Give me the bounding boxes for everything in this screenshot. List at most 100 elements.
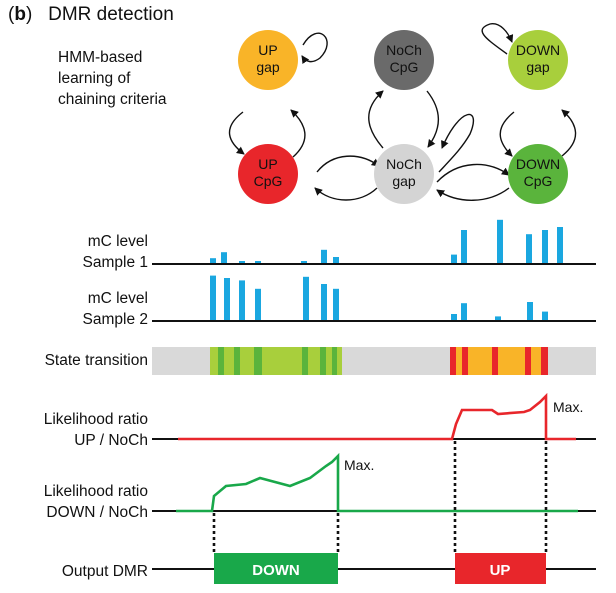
state-band-segment	[525, 347, 531, 375]
mc-bar	[210, 258, 216, 263]
lr-up-curve	[178, 392, 576, 441]
panel-letter: b	[14, 4, 26, 25]
lr-up-label-line1: Likelihood ratio	[43, 411, 148, 428]
state-noch-gap-circle	[374, 144, 434, 204]
panel-label: (b) DMR detection	[8, 4, 174, 25]
state-band-segment	[234, 347, 240, 375]
state-band-segment	[240, 347, 254, 375]
state-up-cpg: UP CpG	[238, 144, 298, 204]
state-noch-gap: NoCh gap	[374, 144, 434, 204]
mc-bar	[497, 219, 503, 263]
state-down-gap: DOWN gap	[508, 30, 568, 90]
mc-bar	[301, 261, 307, 263]
state-band-segment	[224, 347, 234, 375]
mc-bar	[451, 314, 457, 320]
mc-bar	[495, 316, 501, 320]
state-band-segment	[450, 347, 456, 375]
dmr-up-box	[455, 553, 546, 584]
mc-bar	[527, 302, 533, 320]
state-noch-cpg-circle	[374, 30, 434, 90]
lr-up-max-label: Max.	[553, 399, 583, 415]
state-up-cpg-line1: UP	[258, 156, 277, 172]
mc-bar	[333, 288, 339, 320]
mc-bar	[321, 284, 327, 320]
state-up-gap-line2: gap	[256, 59, 280, 75]
sample1-label-line2: Sample 1	[82, 254, 148, 271]
mc-bar	[542, 230, 548, 263]
lr-down-curve	[176, 452, 578, 513]
sample2-label-line1: mC level	[87, 290, 148, 307]
state-down-gap-line1: DOWN	[516, 42, 560, 58]
mc-bar	[224, 278, 230, 320]
state-down-cpg: DOWN CpG	[508, 144, 568, 204]
state-up-gap-line1: UP	[258, 42, 277, 58]
hmm-transitions	[228, 23, 577, 201]
state-up-cpg-line2: CpG	[254, 173, 283, 189]
mc-bar	[451, 254, 457, 263]
state-band-segment	[262, 347, 302, 375]
hmm-caption: HMM-based learning of chaining criteria	[58, 49, 167, 108]
state-transition-band	[152, 347, 596, 375]
lr-up-label-line2: UP / NoCh	[74, 432, 148, 449]
state-down-cpg-line1: DOWN	[516, 156, 560, 172]
state-band-segment	[462, 347, 468, 375]
state-band-segment	[320, 347, 326, 375]
state-up-gap: UP gap	[238, 30, 298, 90]
sample2-bars	[210, 275, 548, 320]
state-band-segment	[254, 347, 262, 375]
mc-bar	[321, 249, 327, 263]
lr-up-label: Likelihood ratio UP / NoCh	[0, 409, 148, 451]
lr-down-label: Likelihood ratio DOWN / NoCh	[0, 481, 148, 523]
state-noch-cpg: NoCh CpG	[374, 30, 434, 90]
mc-bar	[333, 257, 339, 263]
panel-title: DMR detection	[48, 4, 174, 25]
state-up-gap-circle	[238, 30, 298, 90]
state-transition-label: State transition	[44, 352, 148, 369]
mc-bar	[239, 261, 245, 263]
state-down-cpg-line2: CpG	[524, 173, 553, 189]
state-band-segment	[337, 347, 342, 375]
state-noch-cpg-line1: NoCh	[386, 42, 422, 58]
sample2-label-line2: Sample 2	[82, 311, 148, 328]
lr-down-max-label: Max.	[344, 457, 374, 473]
sample1-bars	[210, 219, 563, 263]
mc-bar	[461, 303, 467, 320]
mc-bar	[239, 280, 245, 320]
dmr-down-box	[214, 553, 338, 584]
mc-bar	[255, 288, 261, 320]
mc-bar	[221, 252, 227, 263]
state-band-segment	[531, 347, 541, 375]
mc-bar	[526, 234, 532, 263]
mc-bar	[557, 227, 563, 263]
state-up-cpg-circle	[238, 144, 298, 204]
lr-down-label-line2: DOWN / NoCh	[46, 504, 148, 521]
mc-bar	[461, 230, 467, 263]
state-down-cpg-circle	[508, 144, 568, 204]
state-band-segment	[498, 347, 525, 375]
state-band-segment	[326, 347, 332, 375]
state-down-gap-line2: gap	[526, 59, 550, 75]
mc-bar	[542, 311, 548, 320]
sample2-label: mC level Sample 2	[0, 288, 148, 330]
mc-bar	[210, 275, 216, 320]
state-band-segment	[302, 347, 308, 375]
mc-bar	[255, 261, 261, 263]
dmr-down-label: DOWN	[252, 562, 300, 579]
state-band-segment	[218, 347, 224, 375]
dmr-boundary-connectors	[212, 441, 548, 552]
state-band-segment	[308, 347, 320, 375]
state-noch-gap-line1: NoCh	[386, 156, 422, 172]
state-band-segment	[210, 347, 218, 375]
state-band-segment	[492, 347, 498, 375]
sample1-label: mC level Sample 1	[0, 231, 148, 273]
state-down-gap-circle	[508, 30, 568, 90]
state-band-segment	[468, 347, 492, 375]
lr-down-label-line1: Likelihood ratio	[43, 483, 148, 500]
dmr-up-label: UP	[490, 562, 511, 579]
mc-bar	[303, 276, 309, 320]
state-band-segment	[332, 347, 337, 375]
output-dmr-label: Output DMR	[61, 563, 148, 580]
state-band-segment	[456, 347, 462, 375]
state-noch-cpg-line2: CpG	[390, 59, 419, 75]
